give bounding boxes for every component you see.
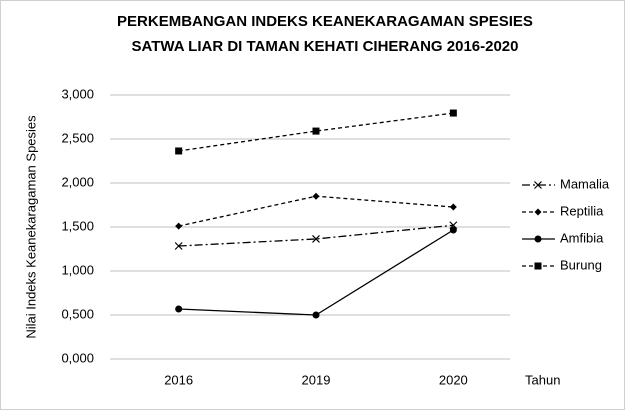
legend-label: Burung <box>560 257 602 272</box>
y-tick-label: 3,000 <box>61 86 94 101</box>
marker <box>449 203 457 211</box>
series-line <box>178 112 454 152</box>
x-tick-label: 2020 <box>439 372 468 387</box>
marker <box>174 242 183 250</box>
x-axis-label: Tahun <box>525 372 560 387</box>
marker <box>175 305 183 313</box>
y-tick-label: 2,000 <box>61 174 94 189</box>
series-line <box>178 224 454 247</box>
marker <box>312 311 320 319</box>
chart-title: SATWA LIAR DI TAMAN KEHATI CIHERANG 2016… <box>132 38 519 55</box>
legend-marker <box>534 208 542 216</box>
x-tick-label: 2019 <box>302 372 331 387</box>
x-tick-label: 2016 <box>164 372 193 387</box>
marker <box>449 226 457 234</box>
y-axis-label: Nilai Indeks Keanekaragaman Spesies <box>23 115 38 339</box>
marker <box>175 147 183 155</box>
legend-marker <box>534 262 542 270</box>
legend-label: Mamalia <box>560 176 610 191</box>
legend-marker <box>534 181 542 189</box>
marker <box>449 109 457 117</box>
marker <box>312 235 320 243</box>
chart-title: PERKEMBANGAN INDEKS KEANEKARAGAMAN SPESI… <box>117 13 533 30</box>
y-tick-label: 0,500 <box>61 306 94 321</box>
marker <box>312 192 320 200</box>
y-tick-label: 1,500 <box>61 218 94 233</box>
legend-label: Reptilia <box>560 203 604 218</box>
marker <box>175 222 183 230</box>
y-tick-label: 1,000 <box>61 262 94 277</box>
legend-label: Amfibia <box>560 230 604 245</box>
legend-marker <box>534 235 542 243</box>
y-tick-label: 2,500 <box>61 130 94 145</box>
marker <box>312 127 320 135</box>
y-tick-label: 0,000 <box>61 350 94 365</box>
